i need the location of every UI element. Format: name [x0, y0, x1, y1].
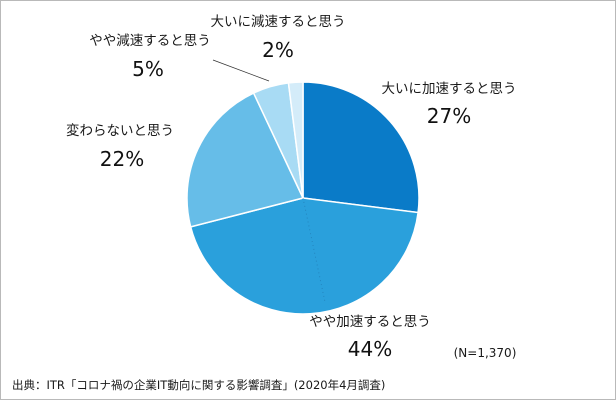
pie-slices: [186, 81, 420, 315]
label-2-category: 変わらないと思う: [66, 122, 174, 139]
label-1-percent: 44%: [348, 337, 392, 361]
label-2-percent: 22%: [100, 147, 144, 171]
leader-line-5: [212, 59, 270, 82]
sample-size-note: (N=1,370): [454, 346, 517, 360]
label-3-category: やや減速すると思う: [89, 32, 211, 49]
slice-no-change: [186, 92, 305, 228]
label-4-category: 大いに減速すると思う: [211, 13, 346, 30]
label-1-category: やや加速すると思う: [309, 314, 431, 330]
slice-accelerate-somewhat: [189, 197, 419, 315]
label-4-percent: 2%: [262, 38, 294, 62]
label-3-percent: 5%: [132, 57, 164, 81]
slice-accelerate-greatly: [302, 81, 420, 214]
slice-decelerate-greatly: [287, 81, 304, 199]
label-0-category: 大いに加速すると思う: [382, 81, 517, 97]
source-note: 出典：ITR「コロナ禍の企業IT動向に関する影響調査」(2020年4月調査): [12, 378, 385, 392]
label-0-percent: 27%: [427, 104, 471, 128]
slice-dotted-line: [302, 197, 326, 303]
